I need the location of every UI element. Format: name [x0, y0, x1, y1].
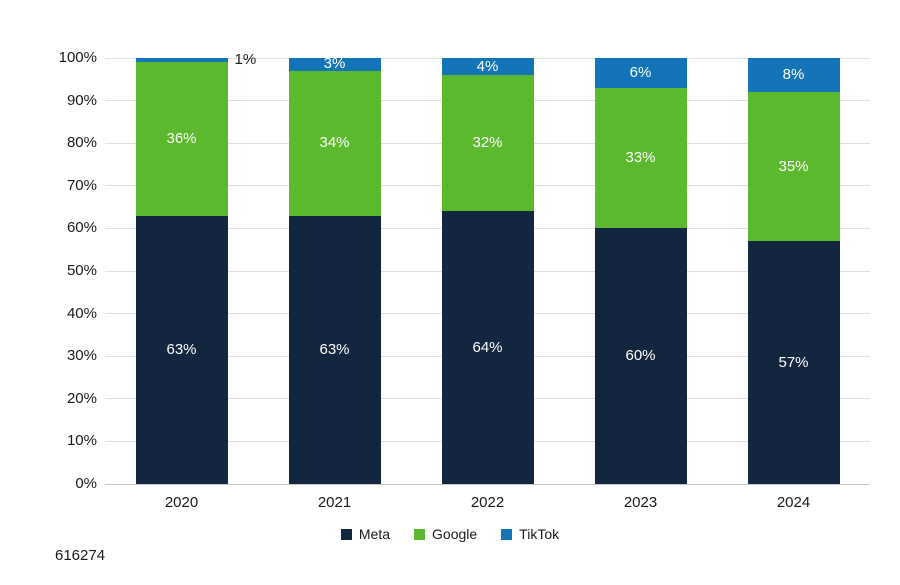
bar-segment-google-2024 [747, 92, 840, 242]
y-tick-label-60: 60% [66, 219, 97, 237]
y-tick-label-90: 90% [66, 91, 97, 109]
bar-segment-meta-2022 [441, 211, 534, 484]
legend-swatch-google [414, 528, 426, 540]
legend-label-meta: Meta [358, 526, 391, 542]
y-tick-label-0: 0% [75, 475, 97, 492]
bar-segment-tiktok-2024 [747, 58, 840, 93]
value-label-meta-2021: 63% [319, 340, 350, 358]
bar-segment-meta-2024 [747, 241, 840, 484]
value-label-tiktok-2022: 4% [476, 57, 499, 75]
y-tick-label-30: 30% [66, 347, 97, 365]
y-tick-label-10: 10% [66, 432, 97, 450]
value-label-meta-2020: 63% [166, 340, 197, 358]
plot-area: 63% 36% 1% 63% 34% 3% 64% 32% 4% 60% 33% 6% 57% 35% 8% [105, 51, 870, 485]
bar-segment-google-2021 [288, 70, 381, 216]
value-label-meta-2024: 57% [778, 353, 809, 371]
x-tick-label-2023: 2023 [623, 494, 658, 511]
bar-segment-google-2023 [594, 87, 687, 229]
value-label-google-2021: 34% [319, 134, 350, 152]
bar-segment-google-2022 [441, 75, 534, 212]
legend-swatch-tiktok [501, 528, 513, 540]
legend-label-tiktok: TikTok [519, 526, 560, 542]
legend-item-meta: Meta [340, 526, 391, 542]
value-label-google-2022: 32% [472, 134, 503, 152]
y-tick-label-50: 50% [66, 262, 97, 279]
value-label-tiktok-2021: 3% [323, 55, 346, 73]
bar-segment-meta-2021 [288, 215, 381, 484]
y-tick-label-20: 20% [66, 389, 97, 407]
y-tick-label-100: 100% [58, 49, 97, 66]
bar-segment-tiktok-2022 [441, 58, 534, 76]
x-tick-label-2022: 2022 [470, 494, 505, 511]
value-label-meta-2022: 64% [472, 338, 503, 356]
bar-segment-google-2020 [135, 62, 228, 216]
legend-label-google: Google [432, 526, 478, 542]
chart-id-note: 616274 [55, 547, 106, 564]
value-label-meta-2023: 60% [625, 347, 656, 365]
gridline-100 [105, 57, 870, 59]
value-label-google-2024: 35% [778, 157, 809, 175]
y-tick-label-40: 40% [66, 304, 97, 322]
value-label-tiktok-2023: 6% [629, 63, 652, 81]
y-tick-label-80: 80% [66, 134, 97, 152]
value-label-tiktok-2020: 1% [234, 51, 257, 69]
legend: Meta Google TikTok [0, 526, 900, 542]
value-label-google-2023: 33% [625, 149, 656, 167]
value-label-tiktok-2024: 8% [782, 66, 805, 84]
bar-segment-meta-2020 [135, 215, 228, 484]
x-tick-label-2020: 2020 [164, 494, 199, 511]
y-tick-label-70: 70% [66, 176, 97, 194]
legend-swatch-meta [340, 528, 352, 540]
gridline-0 [105, 483, 870, 485]
x-tick-label-2021: 2021 [317, 494, 352, 511]
legend-item-tiktok: TikTok [501, 526, 559, 542]
bar-segment-meta-2023 [594, 228, 687, 484]
bar-segment-tiktok-2023 [594, 58, 687, 88]
legend-item-google: Google [414, 526, 477, 542]
x-tick-label-2024: 2024 [776, 494, 811, 511]
value-label-google-2020: 36% [166, 129, 197, 147]
bar-segment-tiktok-2021 [288, 58, 381, 71]
bar-segment-tiktok-2020 [135, 58, 228, 63]
